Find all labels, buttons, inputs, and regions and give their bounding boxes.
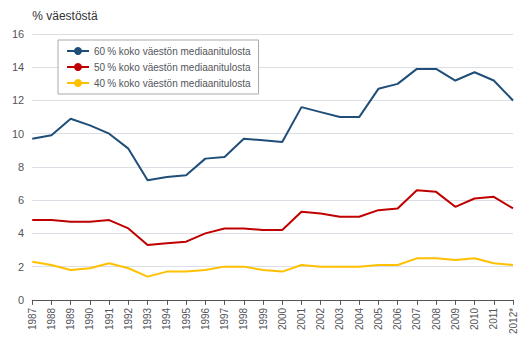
svg-text:1987: 1987 bbox=[27, 307, 38, 330]
svg-text:1988: 1988 bbox=[46, 307, 57, 330]
svg-text:2006: 2006 bbox=[392, 307, 403, 330]
svg-text:12: 12 bbox=[12, 94, 24, 106]
svg-text:1992: 1992 bbox=[123, 307, 134, 330]
svg-text:1990: 1990 bbox=[84, 307, 95, 330]
svg-text:1994: 1994 bbox=[161, 307, 172, 330]
svg-text:2001: 2001 bbox=[296, 307, 307, 330]
svg-text:4: 4 bbox=[18, 227, 24, 239]
svg-text:2004: 2004 bbox=[354, 307, 365, 330]
svg-text:2000: 2000 bbox=[277, 307, 288, 330]
svg-text:1991: 1991 bbox=[104, 307, 115, 330]
svg-text:16: 16 bbox=[12, 28, 24, 40]
svg-text:10: 10 bbox=[12, 128, 24, 140]
svg-text:40 % koko väestön mediaanitulo: 40 % koko väestön mediaanitulosta bbox=[94, 78, 251, 89]
svg-text:2007: 2007 bbox=[411, 307, 422, 330]
svg-text:2003: 2003 bbox=[334, 307, 345, 330]
svg-text:2005: 2005 bbox=[373, 307, 384, 330]
svg-text:14: 14 bbox=[12, 61, 24, 73]
svg-text:2: 2 bbox=[18, 261, 24, 273]
svg-text:1995: 1995 bbox=[181, 307, 192, 330]
svg-text:2011: 2011 bbox=[488, 307, 499, 329]
svg-text:1997: 1997 bbox=[219, 307, 230, 330]
svg-text:60 % koko väestön mediaanitulo: 60 % koko väestön mediaanitulosta bbox=[94, 46, 251, 57]
svg-text:2010: 2010 bbox=[469, 307, 480, 330]
svg-text:1998: 1998 bbox=[238, 307, 249, 330]
svg-text:2002: 2002 bbox=[315, 307, 326, 330]
svg-text:6: 6 bbox=[18, 194, 24, 206]
svg-text:2009: 2009 bbox=[450, 307, 461, 330]
svg-text:50 % koko väestön mediaanitulo: 50 % koko väestön mediaanitulosta bbox=[94, 62, 251, 73]
svg-text:2012*: 2012* bbox=[508, 308, 519, 334]
svg-text:0: 0 bbox=[18, 294, 24, 306]
svg-text:2008: 2008 bbox=[431, 307, 442, 330]
svg-text:1999: 1999 bbox=[258, 307, 269, 330]
svg-text:8: 8 bbox=[18, 161, 24, 173]
svg-text:% väestöstä: % väestöstä bbox=[32, 9, 98, 23]
svg-text:1993: 1993 bbox=[142, 307, 153, 330]
svg-text:1996: 1996 bbox=[200, 307, 211, 330]
svg-text:1989: 1989 bbox=[65, 307, 76, 330]
